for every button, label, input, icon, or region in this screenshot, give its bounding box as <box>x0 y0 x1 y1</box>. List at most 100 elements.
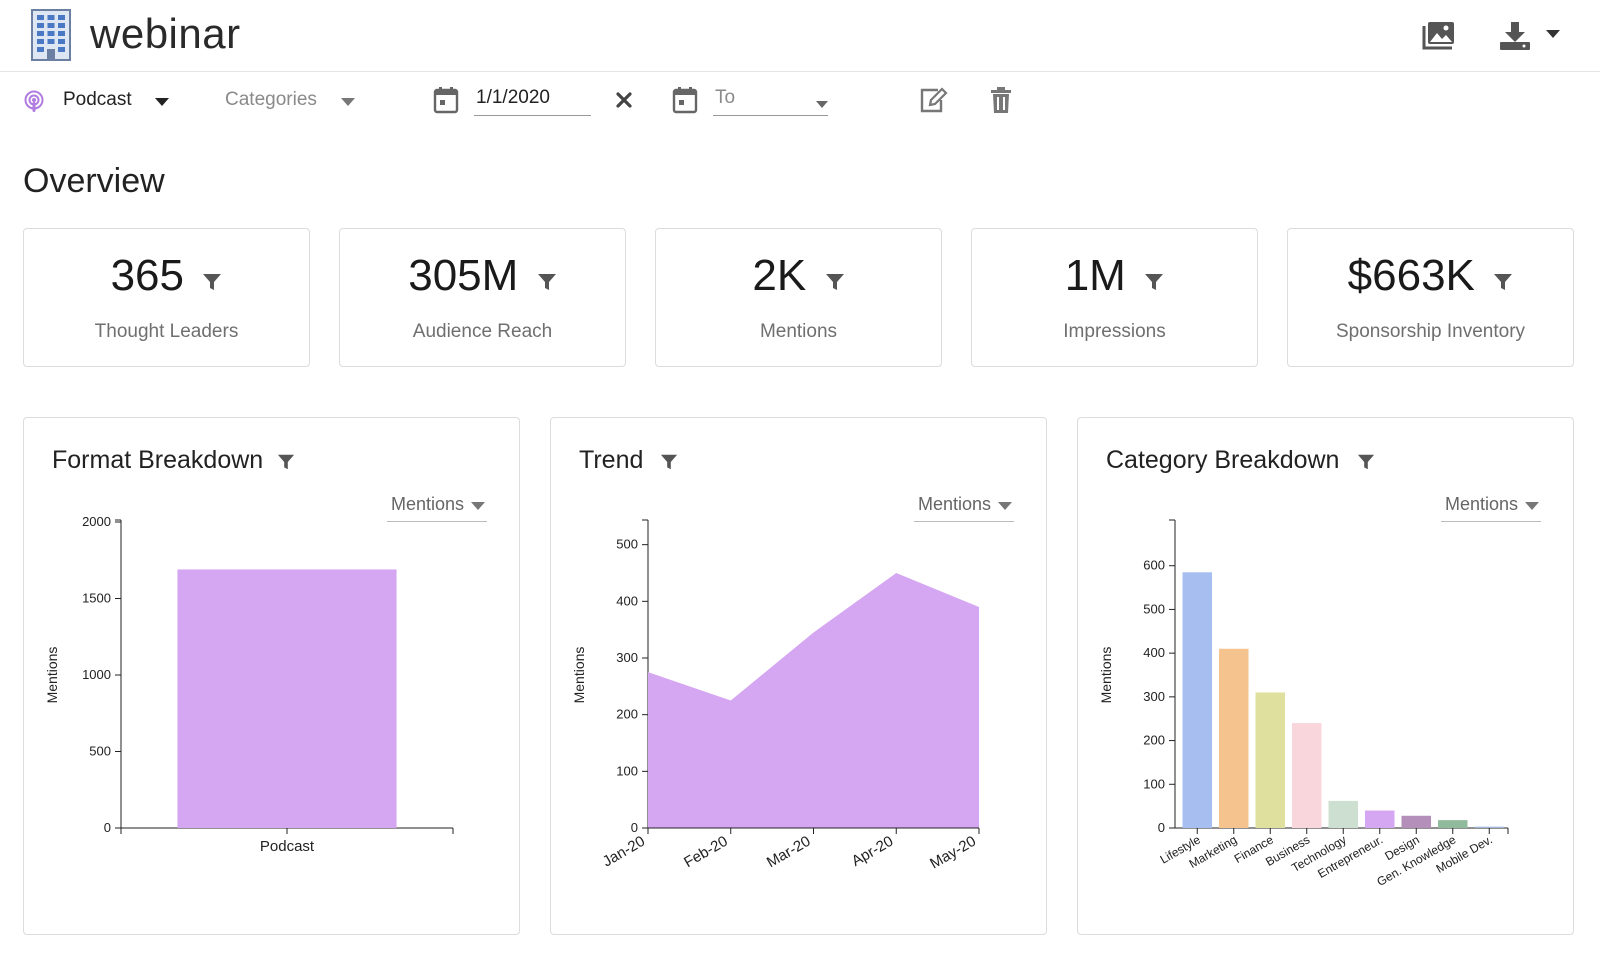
y-tick-label: 200 <box>1143 733 1165 748</box>
format-breakdown-card: Format Breakdown Mentions 0 500 1000 1500 20… <box>23 417 520 935</box>
chevron-down-icon <box>998 502 1012 510</box>
date-to-field[interactable]: To <box>713 82 828 116</box>
bar <box>1474 826 1504 828</box>
kpi-value: $663K <box>1347 251 1475 300</box>
kpi-value-row: 1M <box>972 251 1257 301</box>
categories-select[interactable]: Categories <box>225 89 317 110</box>
metric-select[interactable]: Mentions <box>914 492 1014 522</box>
date-from-field[interactable]: 1/1/2020 <box>474 82 591 116</box>
y-tick-label: 200 <box>616 707 638 722</box>
format-select[interactable]: Podcast <box>63 89 132 110</box>
filter-icon[interactable] <box>1493 272 1513 292</box>
date-to-chevron-icon[interactable] <box>816 101 828 108</box>
app-header: webinar <box>0 0 1600 72</box>
x-tick-label: Apr-20 <box>849 833 896 870</box>
bar <box>1365 810 1395 828</box>
bar <box>1182 572 1212 828</box>
y-tick-label: 0 <box>1158 820 1165 835</box>
kpi-label: Thought Leaders <box>94 321 239 342</box>
y-tick-label: 600 <box>1143 558 1165 573</box>
y-tick-label: 1000 <box>82 667 111 682</box>
y-axis-title: Mentions <box>1098 647 1114 704</box>
filter-icon[interactable] <box>1144 272 1164 292</box>
y-tick-label: 300 <box>1143 689 1165 704</box>
x-tick-label: Mar-20 <box>764 833 814 871</box>
y-tick-label: 0 <box>631 820 638 835</box>
filter-icon[interactable] <box>277 453 295 471</box>
metric-select-label: Mentions <box>918 494 992 514</box>
download-icon[interactable] <box>1496 18 1536 54</box>
kpi-card-audience-reach: 305M Audience Reach <box>339 228 626 367</box>
bar <box>177 569 397 828</box>
chevron-down-icon <box>471 502 485 510</box>
podcast-icon <box>24 90 44 112</box>
date-from-value: 1/1/2020 <box>476 87 550 108</box>
category-breakdown-chart: 0100200300400500600MentionsLifestyleMark… <box>1098 519 1509 889</box>
chevron-down-icon <box>1525 502 1539 510</box>
kpi-value-row: 365 <box>24 251 309 301</box>
area-series <box>648 573 979 828</box>
edit-icon[interactable] <box>918 86 948 114</box>
filter-icon[interactable] <box>825 272 845 292</box>
clear-date-icon[interactable] <box>616 92 632 108</box>
bar <box>1401 815 1431 828</box>
categories-select-chevron-icon[interactable] <box>341 98 355 106</box>
trend-card: Trend Mentions 0 100 200 300 400 500 Mentions J… <box>550 417 1047 935</box>
metric-select[interactable]: Mentions <box>387 492 487 522</box>
kpi-label: Impressions <box>1063 321 1166 342</box>
calendar-from-icon[interactable] <box>433 86 459 114</box>
kpi-card-mentions: 2K Mentions <box>655 228 942 367</box>
y-tick-label: 500 <box>1143 601 1165 616</box>
app-title: webinar <box>90 10 241 57</box>
trend-chart: 0 100 200 300 400 500 Mentions Jan-20 Feb-20 Mar-… <box>571 519 980 873</box>
y-tick-label: 400 <box>1143 645 1165 660</box>
bar <box>1438 820 1468 828</box>
y-axis-title: Mentions <box>44 647 60 704</box>
date-to-placeholder: To <box>715 87 736 108</box>
filter-icon[interactable] <box>537 272 557 292</box>
overview-title: Overview <box>23 162 165 200</box>
bar <box>1219 648 1249 828</box>
y-tick-label: 300 <box>616 650 638 665</box>
format-select-chevron-icon[interactable] <box>155 98 169 106</box>
kpi-value: 305M <box>408 251 519 300</box>
format-breakdown-chart: 0 500 1000 1500 2000 Mentions Podcast <box>44 514 454 855</box>
bar <box>1328 800 1358 828</box>
images-icon[interactable] <box>1418 18 1458 54</box>
x-tick-label: Jan-20 <box>600 833 648 871</box>
kpi-card-thought-leaders: 365 Thought Leaders <box>23 228 310 367</box>
filter-icon[interactable] <box>660 453 678 471</box>
filter-icon[interactable] <box>202 272 222 292</box>
kpi-value-row: 305M <box>340 251 625 301</box>
metric-select-label: Mentions <box>391 494 465 514</box>
y-tick-label: 100 <box>1143 776 1165 791</box>
kpi-value: 2K <box>752 251 807 300</box>
y-tick-label: 0 <box>104 820 111 835</box>
metric-select[interactable]: Mentions <box>1441 492 1541 522</box>
kpi-card-impressions: 1M Impressions <box>971 228 1258 367</box>
card-title: Category Breakdown <box>1106 446 1340 474</box>
x-tick-label: Podcast <box>260 838 315 855</box>
kpi-value: 365 <box>110 251 184 300</box>
bar <box>1255 692 1285 828</box>
y-tick-label: 100 <box>616 763 638 778</box>
card-title: Format Breakdown <box>52 446 264 474</box>
kpi-label: Mentions <box>759 321 838 342</box>
y-axis-title: Mentions <box>571 647 587 704</box>
calendar-to-icon[interactable] <box>672 86 698 114</box>
delete-icon[interactable] <box>989 86 1013 114</box>
y-tick-label: 400 <box>616 593 638 608</box>
kpi-value-row: 2K <box>656 251 941 301</box>
x-tick-label: May-20 <box>927 833 979 873</box>
category-breakdown-card: Category Breakdown Mentions 0 100 200 300 40… <box>1077 417 1574 935</box>
y-tick-label: 500 <box>89 744 111 759</box>
download-menu-chevron-icon[interactable] <box>1546 30 1560 38</box>
card-title: Trend <box>579 446 644 474</box>
kpi-label: Sponsorship Inventory <box>1335 321 1526 342</box>
kpi-value-row: $663K <box>1288 251 1573 301</box>
x-tick-label: Feb-20 <box>681 833 731 871</box>
filter-bar: Podcast Categories 1/1/2020 To <box>0 72 1600 132</box>
y-tick-label: 1500 <box>82 591 111 606</box>
y-tick-label: 500 <box>616 537 638 552</box>
filter-icon[interactable] <box>1357 453 1375 471</box>
